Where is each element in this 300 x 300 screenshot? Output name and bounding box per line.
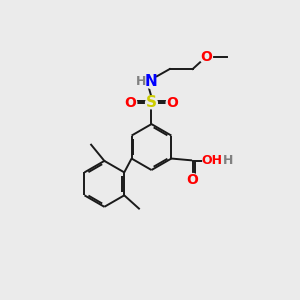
Text: O: O — [187, 173, 199, 187]
Text: S: S — [146, 95, 157, 110]
Circle shape — [186, 174, 199, 187]
Text: O: O — [200, 50, 212, 64]
Circle shape — [146, 97, 158, 109]
Text: O: O — [124, 96, 136, 110]
Text: H: H — [135, 75, 146, 88]
Circle shape — [203, 152, 220, 170]
Circle shape — [166, 96, 179, 110]
Text: H: H — [223, 154, 234, 167]
Text: N: N — [144, 74, 157, 89]
Circle shape — [200, 50, 212, 63]
Text: O: O — [167, 96, 178, 110]
Text: OH: OH — [201, 154, 222, 167]
Circle shape — [144, 75, 157, 88]
Circle shape — [124, 96, 137, 110]
Circle shape — [135, 76, 146, 87]
Circle shape — [223, 156, 234, 166]
